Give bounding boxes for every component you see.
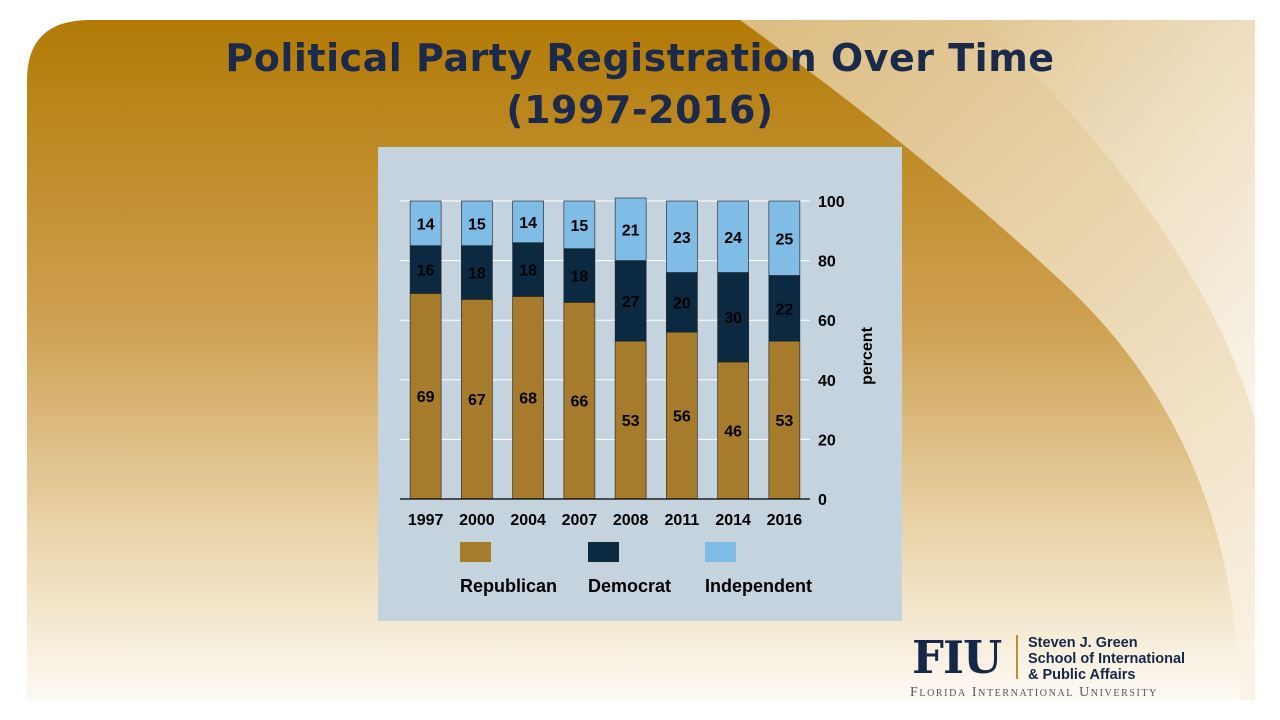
data-label-republican-2004: 68: [519, 391, 537, 408]
stacked-bar-chart: 0 20 40 60 80 100 69 16 14 1997 67 18 15 2000 68 18 14 20…: [400, 194, 876, 596]
fiu-logo: FIU Steven J. Green School of Internatio…: [910, 633, 1210, 703]
x-tick-label: 2016: [767, 512, 803, 529]
legend-swatch-independent: [705, 542, 736, 562]
data-label-republican-2011: 56: [673, 409, 691, 426]
data-label-independent-2011: 23: [673, 230, 691, 247]
y-tick-label: 20: [818, 432, 836, 449]
data-label-independent-1997: 14: [417, 216, 435, 233]
y-tick-label: 100: [818, 194, 845, 211]
logo-school-line-3: & Public Affairs: [1028, 667, 1136, 683]
bar-independent-1997: [409, 200, 442, 247]
page-title: Political Party Registration Over Time: [225, 36, 1055, 80]
data-label-independent-2016: 25: [775, 231, 793, 248]
bar-democrat-1997: [409, 245, 442, 294]
bar-republican-2008: [614, 340, 647, 500]
bar-independent-2016: [768, 200, 801, 276]
data-label-republican-2008: 53: [622, 413, 640, 430]
data-label-democrat-2016: 22: [775, 301, 793, 318]
bar-republican-2011: [666, 331, 698, 500]
bar-independent-2000: [461, 200, 493, 247]
x-tick-label: 1997: [408, 512, 444, 529]
data-label-democrat-2014: 30: [724, 310, 742, 327]
x-tick-label: 2011: [665, 512, 700, 529]
data-label-republican-2007: 66: [570, 394, 588, 411]
data-label-independent-2004: 14: [519, 215, 537, 232]
x-tick-label: 2014: [715, 512, 751, 529]
y-tick-label: 0: [818, 492, 827, 509]
legend-label-republican: Republican: [460, 576, 557, 596]
y-tick-label: 80: [818, 254, 836, 271]
legend-swatch-republican: [460, 542, 491, 562]
data-label-democrat-1997: 16: [417, 263, 435, 280]
bar-democrat-2016: [768, 275, 801, 342]
y-axis-label: percent: [859, 326, 876, 384]
data-label-democrat-2004: 18: [519, 263, 537, 280]
bar-democrat-2014: [717, 272, 749, 363]
logo-university-name: Florida International University: [910, 685, 1158, 700]
bar-independent-2008: [614, 197, 647, 261]
x-tick-label: 2000: [459, 512, 495, 529]
logo-school-line-2: School of International: [1028, 651, 1186, 667]
bar-democrat-2004: [512, 242, 544, 297]
bar-republican-2000: [461, 299, 493, 500]
legend-label-independent: Independent: [705, 576, 812, 596]
y-tick-label: 60: [818, 313, 836, 330]
bar-democrat-2000: [461, 245, 493, 300]
bar-democrat-2011: [666, 272, 698, 333]
legend-swatch-democrat: [588, 542, 619, 562]
data-label-independent-2008: 21: [622, 222, 640, 239]
legend-label-democrat: Democrat: [588, 576, 671, 596]
x-tick-label: 2007: [562, 512, 598, 529]
y-tick-label: 40: [818, 373, 836, 390]
data-label-democrat-2000: 18: [468, 266, 486, 283]
bar-democrat-2007: [563, 248, 596, 303]
bar-republican-2014: [717, 361, 749, 500]
data-label-democrat-2007: 18: [570, 269, 588, 286]
bar-democrat-2008: [614, 260, 647, 342]
data-label-republican-2000: 67: [468, 392, 486, 409]
data-label-independent-2007: 15: [570, 218, 588, 235]
page-subtitle: (1997-2016): [506, 88, 774, 132]
data-label-republican-1997: 69: [417, 389, 435, 406]
bar-independent-2007: [563, 200, 596, 249]
data-label-democrat-2008: 27: [622, 294, 640, 311]
x-tick-label: 2004: [510, 512, 546, 529]
data-label-republican-2016: 53: [775, 413, 793, 430]
bar-independent-2011: [666, 200, 698, 273]
logo-divider: [1016, 635, 1018, 679]
chart-panel: 0 20 40 60 80 100 69 16 14 1997 67 18 15 2000 68 18 14 20…: [378, 147, 902, 621]
bar-independent-2004: [512, 200, 544, 244]
logo-school-line-1: Steven J. Green: [1028, 635, 1138, 651]
data-label-independent-2000: 15: [468, 216, 486, 233]
bar-republican-2007: [563, 302, 596, 500]
data-label-republican-2014: 46: [724, 423, 742, 440]
x-tick-label: 2008: [613, 512, 649, 529]
data-label-democrat-2011: 20: [673, 295, 691, 312]
data-label-independent-2014: 24: [724, 230, 742, 247]
bar-independent-2014: [717, 200, 749, 273]
logo-mark: FIU: [912, 631, 1002, 684]
bar-republican-2004: [512, 296, 544, 500]
